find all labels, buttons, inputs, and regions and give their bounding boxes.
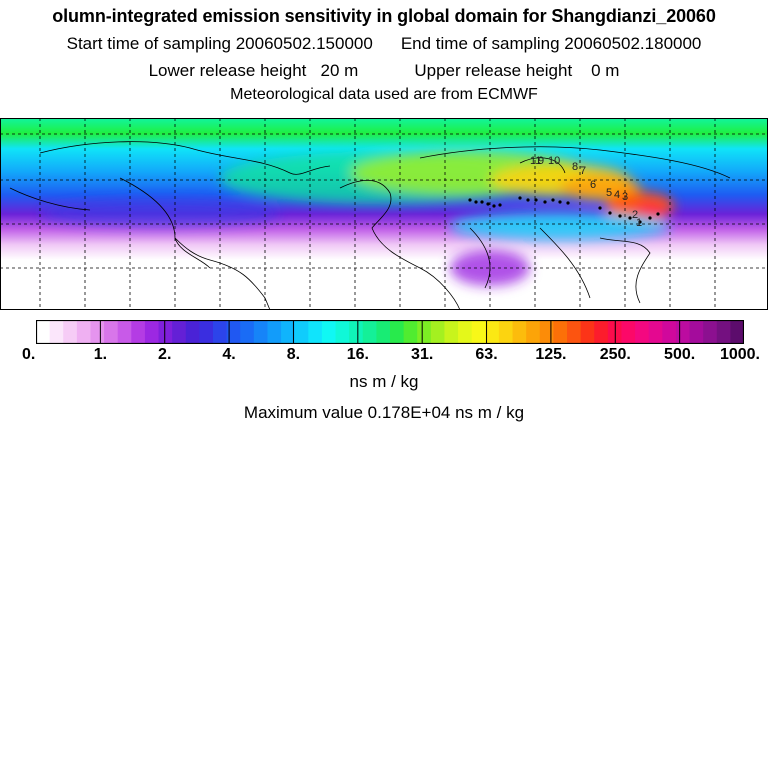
- colorbar-tick-label: 8.: [286, 346, 301, 363]
- colorbar-swatch: [403, 320, 418, 344]
- colorbar-swatch: [144, 320, 160, 344]
- coastlines: [9, 141, 731, 310]
- colorbar-tick-label: 16.: [346, 346, 369, 363]
- colorbar-swatch: [362, 320, 377, 344]
- sampling-times: Start time of sampling 20060502.150000 E…: [0, 34, 768, 54]
- colorbar-swatch: [226, 320, 241, 344]
- trajectory-label: 5: [606, 187, 612, 199]
- colorbar-swatch: [716, 320, 731, 344]
- colorbar-tick-label: 63.: [475, 346, 498, 363]
- plot-title: olumn-integrated emission sensitivity in…: [52, 6, 716, 26]
- colorbar-swatch: [158, 320, 173, 344]
- start-time: Start time of sampling 20060502.150000: [66, 34, 373, 53]
- colorbar-swatch: [240, 320, 255, 344]
- colorbar-tick-label: 250.: [599, 346, 631, 363]
- colorbar-swatch: [281, 320, 296, 344]
- colorbar-swatch: [621, 320, 636, 344]
- colorbar-swatch: [430, 320, 446, 344]
- colorbar-swatch: [580, 320, 595, 344]
- colorbar-units: ns m / kg: [349, 372, 419, 391]
- colorbar-tick-label: 0.: [22, 346, 36, 363]
- colorbar-tick-label: 2.: [158, 346, 172, 363]
- colorbar-swatch: [185, 320, 200, 344]
- colorbar-swatch: [567, 320, 582, 344]
- emission-sensitivity-map: 9 10 11 8 7 6 5 4 3 2 1: [0, 118, 768, 310]
- colorbar-swatch: [512, 320, 527, 344]
- trajectory-label: 8: [572, 161, 578, 173]
- graticule: [0, 118, 768, 310]
- colorbar-swatch: [376, 320, 391, 344]
- colorbar-tick-label: 125.: [535, 346, 567, 363]
- colorbar-swatch: [635, 320, 650, 344]
- colorbar-swatch: [594, 320, 609, 344]
- end-time: End time of sampling 20060502.180000: [400, 34, 702, 53]
- colorbar: [36, 320, 744, 344]
- colorbar-swatch: [689, 320, 704, 344]
- colorbar-swatch: [498, 320, 514, 344]
- colorbar-tick-label: 4.: [222, 346, 236, 363]
- colorbar-swatch: [90, 320, 105, 344]
- colorbar-swatch: [308, 320, 323, 344]
- trajectory-label: 1: [636, 217, 642, 229]
- colorbar-tick-label: 500.: [664, 346, 696, 363]
- colorbar-swatch: [335, 320, 350, 344]
- trajectory-label: 9: [538, 155, 544, 167]
- release-heights: Lower release height 20 m Upper release …: [0, 61, 768, 81]
- trajectory-label: 7: [580, 165, 586, 177]
- trajectory-label: 11: [530, 155, 541, 167]
- colorbar-swatch: [485, 320, 500, 344]
- colorbar-swatch: [172, 320, 187, 344]
- colorbar-swatch: [390, 320, 405, 344]
- colorbar-ticks: 0. 1. 2. 4. 8. 16. 31. 63. 125. 250. 500. 1000.: [0, 346, 768, 368]
- lower-release-height: Lower release height 20 m: [148, 61, 359, 80]
- colorbar-frame: [36, 320, 744, 344]
- colorbar-swatch: [294, 320, 309, 344]
- colorbar-swatch: [703, 320, 718, 344]
- trajectory-label: 4: [614, 189, 620, 201]
- trajectory: [468, 196, 660, 224]
- colorbar-swatch: [199, 320, 214, 344]
- upper-release-height: Upper release height 0 m: [414, 61, 620, 80]
- colorbar-swatch: [471, 320, 486, 344]
- colorbar-swatch: [117, 320, 132, 344]
- colorbar-swatch: [104, 320, 119, 344]
- colorbar-swatch: [526, 320, 541, 344]
- colorbar-swatch: [253, 320, 269, 344]
- trajectory-label: 2: [632, 209, 638, 221]
- colorbar-tick-label: 1.: [93, 346, 108, 363]
- colorbar-swatch: [662, 320, 677, 344]
- colorbar-tick-label: 31.: [411, 346, 434, 363]
- colorbar-swatch: [49, 320, 64, 344]
- trajectory-label: 6: [590, 179, 596, 191]
- colorbar-swatch: [213, 320, 228, 344]
- maximum-value: Maximum value 0.178E+04 ns m / kg: [243, 403, 525, 422]
- colorbar-swatch: [131, 320, 146, 344]
- colorbar-swatch: [321, 320, 337, 344]
- colorbar-swatch: [675, 320, 691, 344]
- colorbar-swatch: [76, 320, 92, 344]
- colorbar-swatch: [36, 320, 51, 344]
- colorbar-swatch: [267, 320, 282, 344]
- colorbar-swatch: [417, 320, 432, 344]
- colorbar-swatch: [539, 320, 554, 344]
- colorbar-swatch: [553, 320, 568, 344]
- trajectory-label: 10: [548, 155, 560, 167]
- met-data-note: Meteorological data used are from ECMWF: [230, 86, 538, 103]
- colorbar-swatch: [349, 320, 364, 344]
- colorbar-swatch: [648, 320, 663, 344]
- colorbar-swatch: [730, 320, 744, 344]
- colorbar-swatch: [458, 320, 473, 344]
- colorbar-swatch: [63, 320, 78, 344]
- colorbar-swatch: [444, 320, 459, 344]
- colorbar-tick-label: 1000.: [719, 346, 760, 363]
